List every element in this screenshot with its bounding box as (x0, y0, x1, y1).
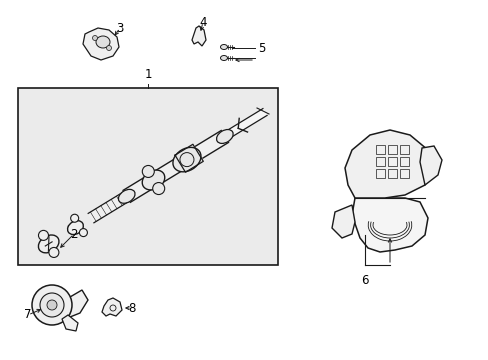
Ellipse shape (216, 130, 233, 143)
Circle shape (40, 293, 64, 317)
Bar (387, 169, 396, 178)
Circle shape (79, 229, 87, 237)
Ellipse shape (173, 147, 201, 172)
Circle shape (49, 247, 59, 257)
Text: 8: 8 (128, 302, 135, 315)
Text: 7: 7 (24, 309, 32, 321)
Polygon shape (331, 205, 354, 238)
Ellipse shape (96, 36, 110, 48)
Ellipse shape (118, 189, 135, 203)
Text: 3: 3 (116, 22, 123, 35)
Bar (399, 169, 408, 178)
Circle shape (39, 230, 48, 240)
Text: 5: 5 (258, 41, 265, 54)
Polygon shape (88, 192, 129, 223)
Circle shape (142, 166, 154, 177)
Text: 4: 4 (199, 15, 206, 28)
Ellipse shape (67, 221, 83, 234)
Polygon shape (83, 28, 119, 60)
Circle shape (152, 183, 164, 194)
Circle shape (92, 36, 97, 41)
Bar (399, 157, 408, 166)
Polygon shape (102, 298, 122, 316)
Polygon shape (55, 290, 88, 317)
Text: 2: 2 (70, 228, 78, 240)
Bar (375, 157, 384, 166)
Bar (375, 169, 384, 178)
Polygon shape (175, 144, 203, 172)
Bar (375, 145, 384, 154)
Ellipse shape (39, 235, 59, 253)
Text: 6: 6 (361, 274, 368, 287)
Text: 1: 1 (144, 68, 151, 81)
Polygon shape (419, 146, 441, 185)
Ellipse shape (220, 45, 227, 50)
Circle shape (32, 285, 72, 325)
Polygon shape (223, 109, 266, 140)
Bar (18, 88, 278, 265)
Ellipse shape (142, 170, 164, 190)
Polygon shape (351, 198, 427, 252)
Polygon shape (123, 131, 228, 202)
Bar (399, 145, 408, 154)
Circle shape (106, 45, 111, 50)
Bar (387, 145, 396, 154)
Circle shape (71, 214, 79, 222)
Polygon shape (192, 26, 205, 46)
Ellipse shape (220, 55, 227, 60)
Bar (387, 157, 396, 166)
Polygon shape (62, 315, 78, 331)
Polygon shape (345, 130, 431, 198)
Circle shape (47, 300, 57, 310)
